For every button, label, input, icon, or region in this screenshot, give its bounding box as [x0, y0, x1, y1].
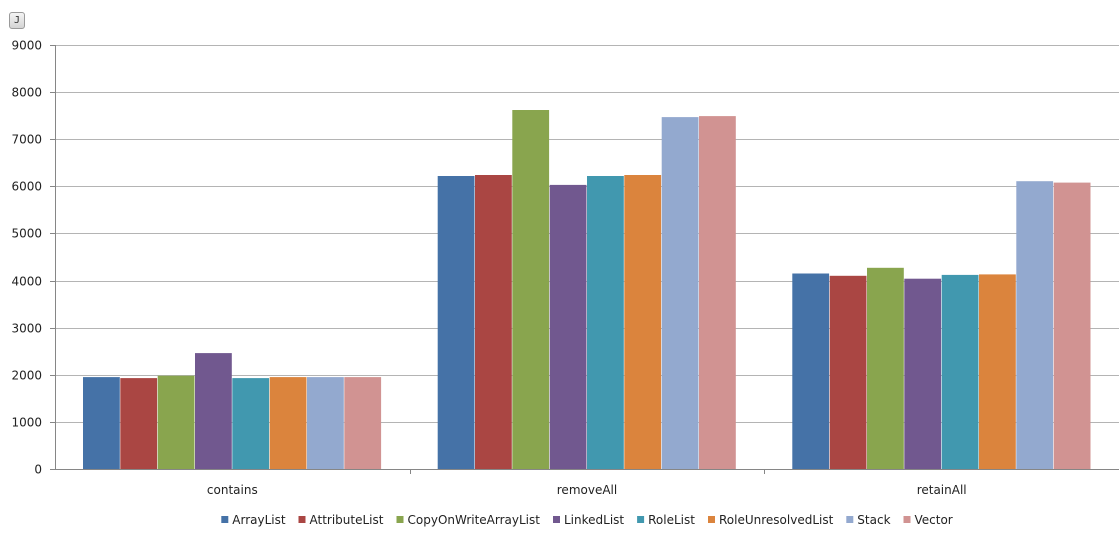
bar-roleunresolvedlist-contains — [269, 377, 307, 469]
legend-swatch — [221, 516, 229, 523]
y-tick-label: 4000 — [11, 275, 42, 289]
legend-label: RoleList — [648, 513, 695, 527]
y-tick-label: 9000 — [11, 39, 42, 53]
x-category-label: contains — [207, 483, 258, 497]
legend-item-roleunresolvedlist: RoleUnresolvedList — [708, 513, 834, 527]
legend-label: LinkedList — [564, 513, 624, 527]
bar-rolelist-retainall — [941, 274, 979, 469]
bar-stack-retainall — [1016, 181, 1054, 469]
bar-vector-contains — [344, 377, 382, 469]
y-tick-label: 1000 — [11, 416, 42, 430]
x-category-label: retainAll — [917, 483, 967, 497]
bar-copyonwritearraylist-contains — [157, 375, 195, 469]
legend-label: Stack — [857, 513, 890, 527]
y-tick-label: 3000 — [11, 322, 42, 336]
x-category-label: removeAll — [557, 483, 617, 497]
legend-swatch — [846, 516, 854, 523]
bar-rolelist-removeall — [587, 176, 624, 469]
legend-item-vector: Vector — [903, 513, 953, 527]
y-tick-label: 8000 — [11, 86, 42, 100]
bar-vector-retainall — [1053, 182, 1091, 469]
bar-arraylist-removeall — [437, 176, 475, 469]
legend-item-attributelist: AttributeList — [298, 513, 384, 527]
legend-label: Vector — [915, 513, 953, 527]
legend-swatch — [708, 516, 715, 523]
bar-vector-removeall — [699, 116, 736, 469]
bars — [83, 110, 1091, 469]
legend-label: ArrayList — [232, 513, 286, 527]
bar-roleunresolvedlist-retainall — [979, 274, 1016, 469]
legend-item-arraylist: ArrayList — [221, 513, 286, 527]
y-tick-label: 7000 — [11, 133, 42, 147]
bar-copyonwritearraylist-removeall — [512, 110, 550, 469]
bar-linkedlist-removeall — [549, 184, 587, 469]
legend: ArrayList AttributeList CopyOnWriteArrayLi… — [221, 513, 953, 527]
bar-attributelist-contains — [120, 378, 158, 469]
bar-arraylist-retainall — [792, 273, 830, 469]
y-tick-label: 2000 — [11, 369, 42, 383]
legend-label: AttributeList — [310, 513, 384, 527]
bar-linkedlist-retainall — [904, 278, 942, 469]
legend-item-linkedlist: LinkedList — [553, 513, 624, 527]
bar-stack-removeall — [661, 117, 699, 469]
y-tick-label: 0 — [34, 463, 42, 477]
window-badge: J — [9, 12, 25, 29]
bar-attributelist-retainall — [829, 275, 867, 469]
bar-attributelist-removeall — [475, 175, 512, 469]
x-axis: contains removeAll retainAll — [207, 469, 967, 497]
bar-arraylist-contains — [83, 377, 120, 469]
y-tick-label: 5000 — [11, 227, 42, 241]
legend-item-copyonwritearraylist: CopyOnWriteArrayList — [396, 513, 541, 527]
legend-item-stack: Stack — [846, 513, 891, 527]
legend-swatch — [298, 516, 306, 523]
legend-label: RoleUnresolvedList — [719, 513, 834, 527]
legend-swatch — [637, 516, 645, 523]
bar-stack-contains — [307, 377, 344, 469]
y-axis: 0 1000 2000 3000 4000 5000 6000 7000 8000 9000 — [11, 39, 56, 477]
legend-swatch — [553, 516, 560, 523]
bar-linkedlist-contains — [195, 353, 232, 469]
legend-swatch — [903, 516, 911, 523]
legend-item-rolelist: RoleList — [637, 513, 695, 527]
legend-label: CopyOnWriteArrayList — [408, 513, 541, 527]
bar-copyonwritearraylist-retainall — [867, 267, 904, 469]
bar-roleunresolvedlist-removeall — [624, 175, 662, 469]
y-tick-label: 6000 — [11, 180, 42, 194]
bar-rolelist-contains — [232, 378, 270, 469]
legend-swatch — [396, 516, 404, 523]
